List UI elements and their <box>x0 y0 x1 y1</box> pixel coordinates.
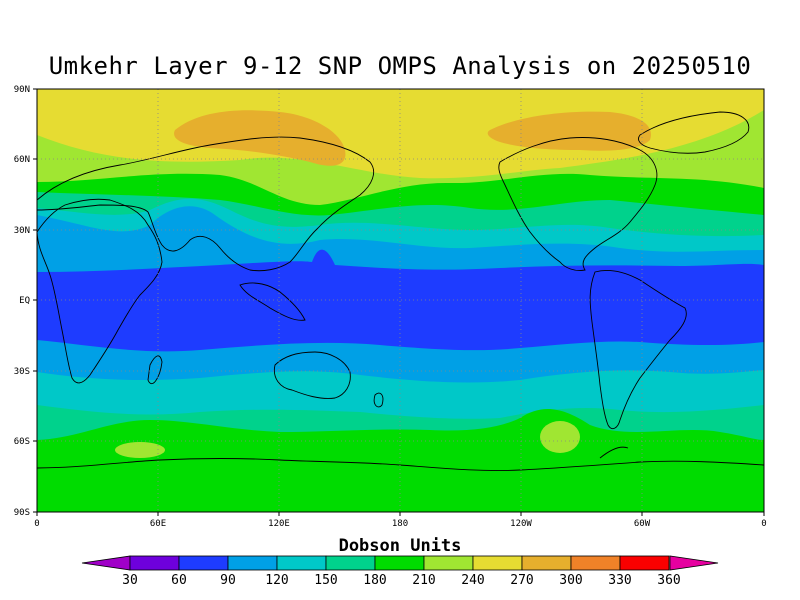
colorbar-label-300: 300 <box>559 573 582 588</box>
colorbar-title: Dobson Units <box>338 536 462 556</box>
lat-label-eq: EQ <box>19 296 30 306</box>
lat-label-90n: 90N <box>14 85 30 95</box>
colorbar-box <box>276 555 327 571</box>
lon-label-120w: 120W <box>510 519 532 529</box>
colorbar-label-60: 60 <box>171 573 187 588</box>
lon-label-180: 180 <box>392 519 408 529</box>
colorbar-box <box>325 555 376 571</box>
colorbar-label-210: 210 <box>412 573 435 588</box>
colorbar-box <box>423 555 474 571</box>
colorbar-box <box>521 555 572 571</box>
lat-label-90s: 90S <box>14 508 30 518</box>
lon-label-60e: 60E <box>150 519 166 529</box>
lon-label-60w: 60W <box>634 519 651 529</box>
lat-label-60n: 60N <box>14 155 30 165</box>
map-title: Umkehr Layer 9-12 SNP OMPS Analysis on 2… <box>48 52 752 80</box>
colorbar-label-240: 240 <box>461 573 484 588</box>
colorbar-label-30: 30 <box>122 573 138 588</box>
graticule <box>37 89 764 512</box>
colorbar-box <box>227 555 278 571</box>
lon-label-0-right: 0 <box>761 519 766 529</box>
lat-label-60s: 60S <box>14 437 30 447</box>
colorbar-box <box>619 555 670 571</box>
colorbar-label-150: 150 <box>314 573 337 588</box>
lon-label-120e: 120E <box>268 519 290 529</box>
colorbar-label-120: 120 <box>265 573 288 588</box>
colorbar-label-90: 90 <box>220 573 236 588</box>
colorbar-label-360: 360 <box>657 573 680 588</box>
colorbar-box <box>178 555 229 571</box>
colorbar-label-180: 180 <box>363 573 386 588</box>
colorbar: 30 60 90 120 150 180 210 240 270 300 330… <box>81 555 719 588</box>
colorbar-label-330: 330 <box>608 573 631 588</box>
colorbar-low-arrow <box>81 555 131 571</box>
colorbar-high-arrow <box>669 555 719 571</box>
colorbar-label-270: 270 <box>510 573 533 588</box>
colorbar-box <box>129 555 180 571</box>
lat-label-30s: 30S <box>14 367 30 377</box>
colorbar-box <box>374 555 425 571</box>
colorbar-box <box>570 555 621 571</box>
colorbar-box <box>472 555 523 571</box>
lon-label-0-left: 0 <box>34 519 39 529</box>
ozone-field <box>37 89 764 512</box>
lat-label-30n: 30N <box>14 226 30 236</box>
